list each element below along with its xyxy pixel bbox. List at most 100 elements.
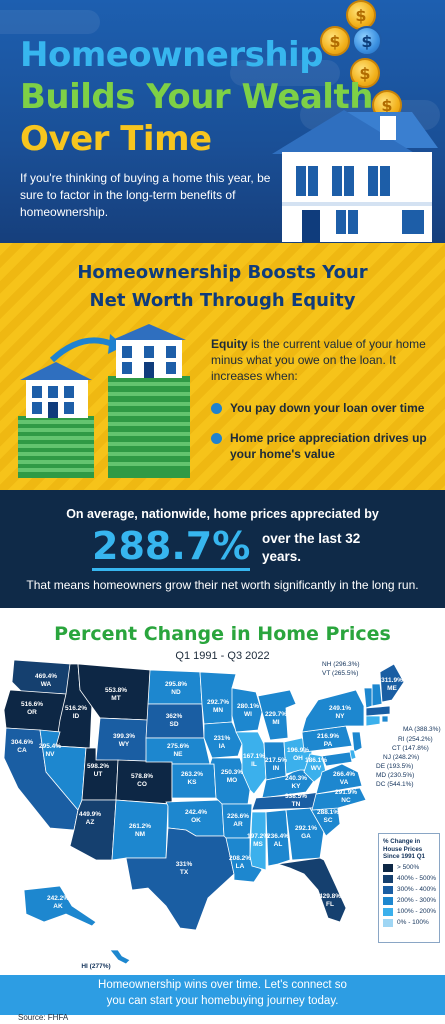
state-label-tx: 331% TX [168,861,200,876]
state-label-ar: 226.6% AR [222,813,254,828]
cloud-decoration [0,10,100,34]
state-code: NE [173,750,183,758]
state-value: 197.2% [246,833,270,840]
state-value: 516.2% [64,705,88,712]
legend-item: 400% - 500% [383,874,437,883]
state-label-al: 236.4% AL [262,833,294,848]
dollar-coin-icon: $ [350,58,380,88]
state-label-ia: 231% IA [206,735,238,750]
legend-swatch [383,885,393,894]
state-mi [257,689,297,741]
house-illustration-icon [272,110,438,242]
state-code: HI [81,963,88,970]
state-code: MO [226,776,238,784]
state-label-nc: 291.9% NC [330,789,362,804]
state-code: ID [72,712,80,720]
state-label-va: 266.4% VA [328,771,360,786]
state-la [225,837,263,883]
stat-conclusion: That means homeowners grow their net wor… [26,578,419,592]
state-value: 186.1% [304,757,328,764]
legend-item: 0% - 100% [383,918,435,927]
cta-line2: you can start your homebuying journey to… [106,995,339,1007]
state-value: 331% [175,861,193,868]
ne-label-ma: MA (388.3%) [403,726,441,733]
legend-label: > 500% [397,864,420,871]
state-code: SD [169,720,179,728]
state-value: 449.9% [78,811,102,818]
state-value: 216.9% [316,733,340,740]
state-ma [365,705,391,717]
state-label-mo: 250.3% MO [216,769,248,784]
legend-swatch [383,918,393,927]
state-code: IL [251,760,257,768]
state-code: OH [293,754,303,762]
state-value: 578.8% [130,773,154,780]
state-value: 242.4% [184,809,208,816]
state-value: 196.9% [286,747,310,754]
state-value: 240.3% [284,775,308,782]
map-legend: % Change in House Prices Since 1991 Q1 >… [378,833,440,943]
equity-term: Equity [211,337,248,351]
state-value: 208.2% [228,855,252,862]
state-nj [351,731,363,753]
state-value: 288.1% [316,809,340,816]
legend-item: > 500% [383,863,435,872]
state-ak [23,885,97,927]
bullet-text: You pay down your loan over time [230,401,425,415]
state-value: 553.8% [104,687,128,694]
houses-on-money-icon [18,324,190,478]
state-code: AZ [85,818,95,826]
state-code: IA [218,742,226,750]
state-code: KS [187,778,197,786]
state-label-mt: 553.8% MT [100,687,132,702]
state-value: 229.7% [264,711,288,718]
state-ms [249,811,267,871]
equity-title-line2: Net Worth Through Equity [89,290,356,311]
ne-label-vt: VT (265.5%) [322,670,359,677]
state-value: 167.1% [242,753,266,760]
ne-label-de: DE (193.5%) [376,763,414,770]
state-label-az: 449.9% AZ [74,811,106,826]
hero-title-line1: Homeownership [20,35,324,75]
state-code: TN [291,800,301,808]
legend-label: 100% - 200% [397,908,437,915]
state-value: 231% [213,735,231,742]
state-code: MT [111,694,121,702]
state-label-ak: 242.2% AK [42,895,74,910]
hero-title-line3: Over Time [20,119,212,159]
state-code: AK [53,902,63,910]
northeast-label: NH (296.3%) VT (265.5%) [322,660,360,678]
state-label-nm: 261.2% NM [124,823,156,838]
state-value: 311.9% [381,677,403,684]
cloud-decoration [230,60,340,86]
state-ia [203,721,243,759]
state-code: CO [137,780,147,788]
state-label-ok: 242.4% OK [180,809,212,824]
state-value: 236.4% [266,833,290,840]
state-label-ca: 304.6% CA [6,739,38,754]
stat-value: 288.7% [92,524,251,571]
state-code: VA [339,778,349,786]
legend-label: 400% - 500% [397,875,437,882]
state-label-ne: 275.6% NE [162,743,194,758]
ne-label-nh: NH (296.3%) [322,661,360,668]
state-label-la: 208.2% LA [224,855,256,870]
bullet-dot-icon [211,403,222,414]
equity-bullet: You pay down your loan over time [211,400,431,416]
state-code: KY [291,782,301,790]
state-value: 217.5% [264,757,288,764]
legend-item: 200% - 300% [383,896,436,905]
state-code: MS [253,840,263,848]
dollar-coin-icon: $ [320,26,350,56]
state-label-in: 217.5% IN [260,757,292,772]
state-value: 292.1% [294,825,318,832]
state-code: OK [191,816,201,824]
cta-banner [0,975,445,1015]
state-code: NM [134,830,146,838]
state-label-ut: 598.2% UT [82,763,114,778]
state-tx [125,827,235,931]
state-code: OR [27,708,37,716]
state-label-ky: 240.3% KY [280,775,312,790]
state-code: ND [171,688,181,696]
